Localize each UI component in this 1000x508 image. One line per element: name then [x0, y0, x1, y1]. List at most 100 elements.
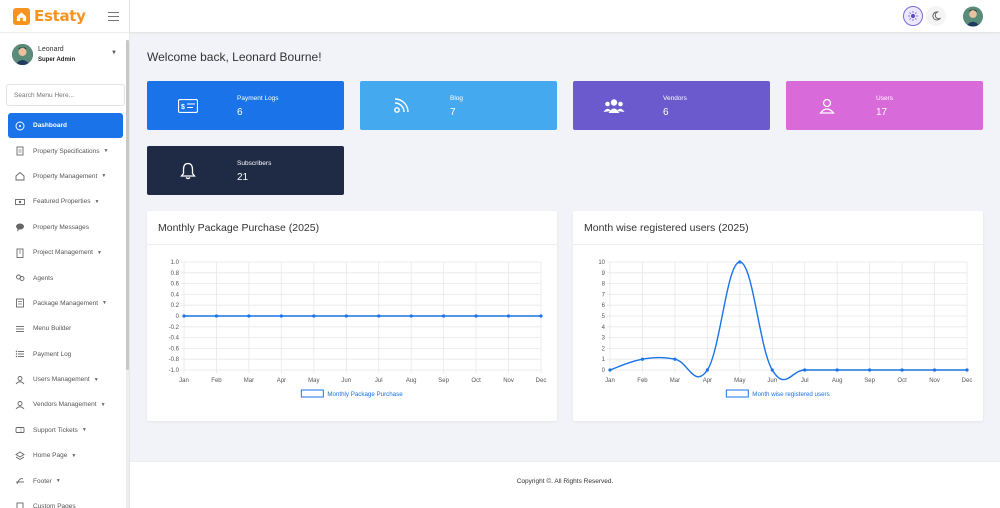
data-point[interactable] [640, 357, 645, 361]
x-tick-label: Mar [244, 378, 254, 384]
data-point[interactable] [803, 368, 807, 372]
data-point[interactable] [770, 368, 774, 372]
search-menu-input[interactable] [6, 84, 125, 106]
y-tick-label: 6 [602, 303, 606, 309]
monthly-package-panel: Monthly Package Purchase (2025) 1.0 0.8 0.… [147, 211, 557, 421]
y-tick-label: 1 [602, 357, 606, 363]
data-point[interactable] [182, 314, 186, 318]
data-point[interactable] [409, 314, 413, 318]
data-point[interactable] [214, 314, 219, 318]
y-tick-label: 5 [602, 314, 606, 320]
footer: Copyright ©. All Rights Reserved. [130, 461, 1000, 508]
data-point[interactable] [344, 314, 348, 318]
sidebar-item-users-management[interactable]: Users Management ▼ [0, 367, 129, 392]
brand-bar: Estaty [0, 0, 129, 33]
chart-legend[interactable]: Monthly Package Purchase [300, 389, 403, 398]
sidebar-item-label: Property Management [33, 172, 98, 180]
chevron-down-icon: ▼ [101, 173, 107, 180]
dashboard-icon [15, 121, 25, 131]
data-point[interactable] [738, 260, 742, 264]
card-label: Vendors [663, 95, 687, 102]
data-point[interactable] [377, 314, 381, 318]
package-icon [15, 298, 25, 308]
sidebar-item-support-tickets[interactable]: Support Tickets ▼ [0, 418, 129, 443]
card-blog[interactable]: Blog 7 [360, 81, 557, 130]
x-tick-label: Oct [471, 378, 481, 384]
sidebar-item-custom-pages[interactable]: Custom Pages [0, 494, 129, 508]
svg-text:$: $ [181, 104, 185, 111]
y-tick-label: -1.0 [169, 368, 180, 374]
data-point[interactable] [279, 314, 283, 318]
hamburger-menu-icon[interactable] [108, 11, 119, 21]
sidebar-item-label: Footer [33, 477, 52, 485]
sidebar-item-dashboard[interactable]: Dashboard [8, 113, 123, 139]
sidebar-item-project-management[interactable]: Project Management ▼ [0, 240, 129, 265]
y-tick-label: -0.8 [169, 357, 180, 363]
card-payment-logs[interactable]: $ Payment Logs 6 [147, 81, 344, 130]
card-vendors[interactable]: Vendors 6 [573, 81, 770, 130]
copyright-text: Copyright ©. All Rights Reserved. [516, 478, 614, 485]
y-tick-label: 9 [602, 271, 606, 277]
x-tick-label: Jun [341, 378, 351, 384]
user-profile[interactable]: Leonard Super Admin ▼ [0, 33, 129, 75]
sidebar-item-payment-log[interactable]: Payment Log [0, 342, 129, 367]
sidebar-item-featured-properties[interactable]: Featured Properties ▼ [0, 189, 129, 214]
welcome-heading: Welcome back, Leonard Bourne! [147, 50, 322, 64]
chart-title: Monthly Package Purchase (2025) [158, 222, 320, 234]
data-point[interactable] [835, 368, 839, 372]
data-point[interactable] [932, 368, 937, 372]
y-tick-label: -0.4 [169, 336, 180, 342]
chart-title: Month wise registered users (2025) [584, 222, 749, 234]
sidebar-item-agents[interactable]: Agents [0, 265, 129, 290]
brand-logo-icon[interactable] [13, 7, 30, 25]
data-point[interactable] [247, 314, 251, 318]
sidebar-item-package-management[interactable]: Package Management ▼ [0, 291, 129, 316]
data-point[interactable] [900, 368, 904, 372]
y-tick-label: 1.0 [171, 260, 180, 266]
data-point[interactable] [965, 368, 969, 372]
topbar-avatar[interactable] [963, 6, 983, 26]
sidebar-item-footer[interactable]: Footer ▼ [0, 468, 129, 493]
y-tick-label: 10 [598, 260, 605, 266]
series-line [609, 261, 967, 381]
data-point[interactable] [506, 314, 511, 318]
x-tick-label: Apr [277, 378, 286, 384]
chart-legend[interactable]: Month wise registered users [725, 389, 830, 398]
sidebar-item-label: Users Management [33, 376, 90, 384]
brand-name[interactable]: Estaty [34, 7, 86, 25]
sidebar-item-label: Featured Properties [33, 198, 91, 206]
data-point[interactable] [442, 314, 446, 318]
y-tick-label: 7 [602, 292, 606, 298]
sidebar-item-property-messages[interactable]: Property Messages [0, 215, 129, 240]
y-tick-label: 8 [602, 282, 606, 288]
user-role: Super Admin [38, 56, 76, 63]
user-caret-icon[interactable]: ▼ [111, 50, 117, 56]
sidebar-menu: Dashboard Property Specifications ▼ Propert… [0, 113, 129, 508]
sidebar-item-label: Vendors Management [33, 401, 97, 409]
data-point[interactable] [474, 314, 478, 318]
card-users[interactable]: Users 17 [786, 81, 983, 130]
x-tick-label: Sep [438, 378, 449, 384]
card-subscribers[interactable]: Subscribers 21 [147, 146, 344, 195]
sidebar-item-home-page[interactable]: Home Page ▼ [0, 443, 129, 468]
main-content: Welcome back, Leonard Bourne! $ Payment … [130, 33, 1000, 508]
sidebar-scroll-thumb[interactable] [126, 40, 129, 370]
dark-theme-button[interactable] [926, 6, 946, 26]
data-point[interactable] [312, 314, 316, 318]
sidebar-item-property-management[interactable]: Property Management ▼ [0, 164, 129, 189]
sidebar-item-label: Payment Log [33, 350, 72, 358]
sidebar-item-label: Home Page [33, 452, 68, 460]
sidebar-item-menu-builder[interactable]: Menu Builder [0, 316, 129, 341]
sidebar-item-vendors-management[interactable]: Vendors Management ▼ [0, 392, 129, 417]
data-point[interactable] [608, 368, 612, 372]
data-point[interactable] [705, 368, 709, 372]
data-point[interactable] [868, 368, 872, 372]
data-point[interactable] [673, 357, 677, 361]
user-icon [816, 95, 838, 117]
data-point[interactable] [539, 314, 543, 318]
x-tick-label: Jul [375, 378, 383, 384]
light-theme-button[interactable] [903, 6, 923, 26]
sidebar-item-property-specifications[interactable]: Property Specifications ▼ [0, 138, 129, 163]
monthly-package-chart: 1.0 0.8 0.6 0.4 0.2 0 -0.2 -0.4 -0.6 -0.8 -1.0 Jan F… [169, 260, 547, 398]
x-tick-label: Feb [211, 378, 222, 384]
